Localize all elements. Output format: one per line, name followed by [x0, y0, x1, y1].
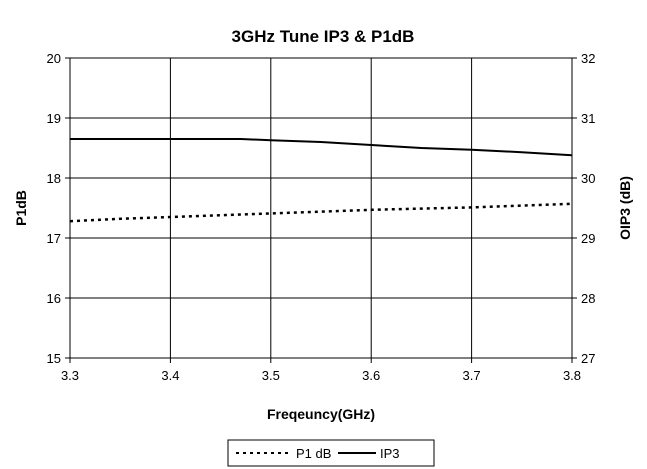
y-right-tick-label: 30 — [581, 171, 595, 186]
series-line-ip3 — [70, 138, 573, 157]
x-axis-title: Freqeuncy(GHz) — [267, 406, 375, 422]
grid — [70, 58, 572, 358]
y-left-tick-label: 15 — [47, 351, 61, 366]
y-left-tick-label: 17 — [47, 231, 61, 246]
y-axis-left-title: P1dB — [13, 190, 29, 226]
y-left-tick-label: 16 — [47, 291, 61, 306]
x-axis-ticks: 3.3 3.4 3.5 3.6 3.7 3.8 — [61, 358, 581, 383]
y-left-tick-label: 20 — [47, 51, 61, 66]
legend-label: P1 dB — [296, 446, 331, 461]
y-axis-right-title: OIP3 (dB) — [617, 176, 633, 240]
plot-area — [69, 57, 573, 359]
x-tick-label: 3.6 — [362, 368, 380, 383]
legend-box — [227, 439, 435, 467]
series-line-p1db — [69, 202, 573, 223]
y-left-tick-label: 19 — [47, 111, 61, 126]
legend-label: IP3 — [380, 446, 400, 461]
y-left-tick-label: 18 — [47, 171, 61, 186]
series-layer — [69, 138, 573, 223]
y-right-tick-label: 27 — [581, 351, 595, 366]
x-tick-label: 3.4 — [161, 368, 179, 383]
y-right-tick-label: 29 — [581, 231, 595, 246]
y-axis-left-ticks: 15 16 17 18 19 20 — [47, 51, 70, 366]
y-right-tick-label: 31 — [581, 111, 595, 126]
x-tick-label: 3.8 — [563, 368, 581, 383]
y-axis-right-ticks: 27 28 29 30 31 32 — [572, 51, 595, 366]
x-tick-label: 3.5 — [262, 368, 280, 383]
y-right-tick-label: 28 — [581, 291, 595, 306]
x-tick-label: 3.7 — [463, 368, 481, 383]
chart-title: 3GHz Tune IP3 & P1dB — [232, 27, 415, 46]
x-tick-label: 3.3 — [61, 368, 79, 383]
y-right-tick-label: 32 — [581, 51, 595, 66]
legend: P1 dB IP3 — [227, 439, 435, 467]
